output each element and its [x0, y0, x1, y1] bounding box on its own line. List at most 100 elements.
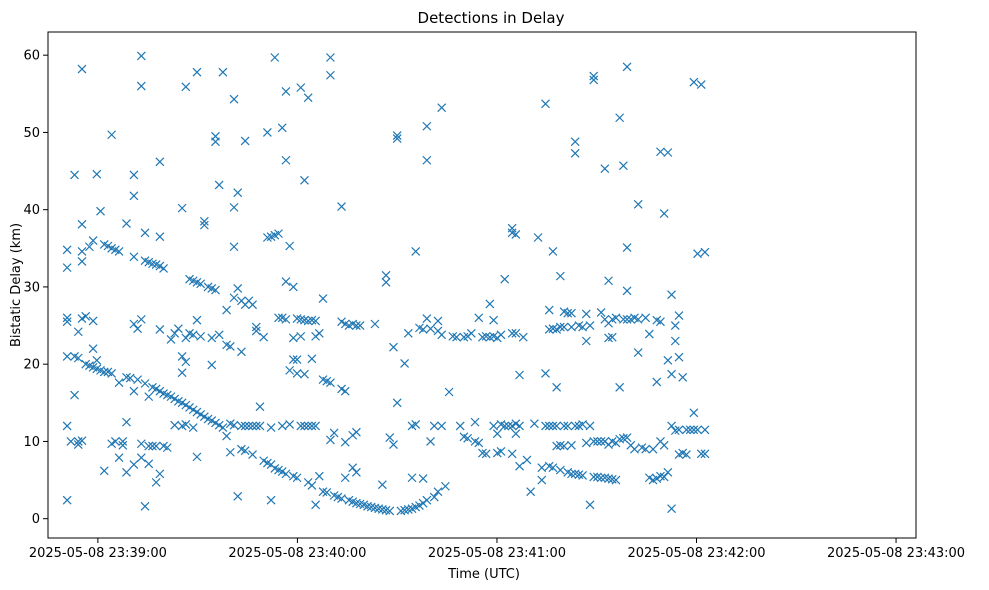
data-point-marker — [285, 241, 295, 251]
data-point-marker — [77, 246, 87, 256]
data-point-marker — [199, 220, 209, 230]
data-point-marker — [544, 324, 554, 334]
data-point-marker — [110, 437, 120, 446]
data-point-marker — [148, 259, 157, 269]
data-point-marker — [607, 474, 617, 484]
data-point-marker — [674, 425, 684, 435]
data-point-marker — [422, 495, 432, 505]
data-point-marker — [533, 233, 543, 242]
data-point-marker — [73, 327, 83, 337]
data-point-marker — [318, 294, 328, 303]
x-tick-label: 2025-05-08 23:42:00 — [627, 546, 765, 561]
data-point-marker — [214, 330, 224, 340]
data-point-marker — [96, 206, 105, 216]
data-point-marker — [622, 314, 632, 324]
data-point-marker — [526, 487, 536, 497]
data-point-marker — [251, 421, 261, 431]
data-point-marker — [114, 246, 124, 256]
data-point-marker — [644, 329, 654, 339]
data-point-marker — [337, 202, 346, 212]
data-point-marker — [492, 429, 502, 439]
data-point-marker — [674, 311, 684, 320]
data-point-marker — [222, 431, 232, 441]
data-point-marker — [177, 203, 187, 213]
data-point-marker — [485, 299, 495, 309]
data-point-marker — [622, 286, 632, 296]
data-point-marker — [541, 369, 550, 378]
data-point-marker — [515, 421, 524, 431]
data-point-marker — [670, 336, 680, 346]
data-point-marker — [396, 506, 406, 516]
data-point-marker — [656, 317, 665, 327]
data-point-marker — [585, 321, 595, 330]
data-point-marker — [155, 157, 165, 167]
data-point-marker — [555, 440, 565, 450]
data-point-marker — [693, 425, 702, 435]
data-point-marker — [314, 471, 324, 481]
data-point-marker — [207, 333, 217, 343]
data-point-marker — [633, 199, 643, 209]
data-point-marker — [244, 421, 254, 431]
data-point-marker — [622, 62, 632, 72]
data-point-marker — [81, 311, 91, 321]
data-point-marker — [88, 344, 98, 354]
data-point-marker — [496, 447, 506, 456]
data-point-marker — [567, 469, 576, 479]
data-point-marker — [114, 453, 124, 463]
data-point-marker — [77, 64, 87, 74]
data-point-marker — [155, 324, 165, 334]
data-point-marker — [552, 441, 562, 451]
data-point-marker — [355, 499, 365, 509]
data-point-marker — [285, 365, 295, 375]
data-point-marker — [225, 447, 235, 457]
data-point-marker — [177, 368, 187, 378]
data-point-marker — [448, 331, 458, 341]
data-point-marker — [296, 421, 306, 431]
data-point-marker — [196, 279, 206, 289]
data-point-marker — [400, 505, 410, 515]
data-point-marker — [678, 372, 688, 382]
data-point-marker — [681, 425, 691, 435]
data-point-marker — [211, 131, 220, 141]
data-point-marker — [496, 330, 506, 340]
data-point-marker — [400, 358, 410, 368]
x-tick-label: 2025-05-08 23:39:00 — [29, 546, 167, 561]
data-point-marker — [596, 473, 606, 483]
data-point-marker — [159, 263, 168, 273]
data-point-marker — [144, 392, 154, 402]
data-point-marker — [296, 314, 306, 324]
data-point-marker — [140, 379, 150, 388]
data-point-marker — [581, 336, 591, 346]
data-point-marker — [622, 243, 632, 252]
data-point-marker — [136, 439, 146, 449]
data-point-marker — [311, 316, 321, 326]
data-point-marker — [62, 317, 72, 327]
data-point-marker — [392, 398, 402, 408]
data-point-marker — [340, 386, 350, 396]
data-point-marker — [437, 421, 447, 431]
data-point-marker — [248, 450, 257, 459]
data-point-marker — [581, 309, 591, 319]
data-point-marker — [648, 444, 658, 454]
data-point-marker — [251, 322, 261, 332]
data-point-marker — [259, 332, 269, 342]
data-point-marker — [478, 332, 487, 342]
data-point-marker — [618, 314, 628, 324]
data-point-marker — [129, 319, 139, 329]
data-point-marker — [351, 467, 361, 477]
data-point-marker — [659, 209, 669, 218]
data-point-marker — [385, 433, 395, 442]
data-point-marker — [552, 421, 562, 431]
data-point-marker — [544, 305, 554, 315]
data-point-marker — [277, 421, 287, 431]
data-point-marker — [422, 121, 432, 131]
data-point-marker — [567, 308, 576, 318]
data-point-marker — [307, 354, 317, 364]
data-point-marker — [429, 421, 439, 431]
data-point-marker — [529, 419, 539, 429]
data-point-marker — [129, 170, 139, 180]
data-point-marker — [255, 421, 265, 431]
chart-title: Detections in Delay — [418, 9, 565, 27]
data-point-marker — [300, 369, 309, 379]
